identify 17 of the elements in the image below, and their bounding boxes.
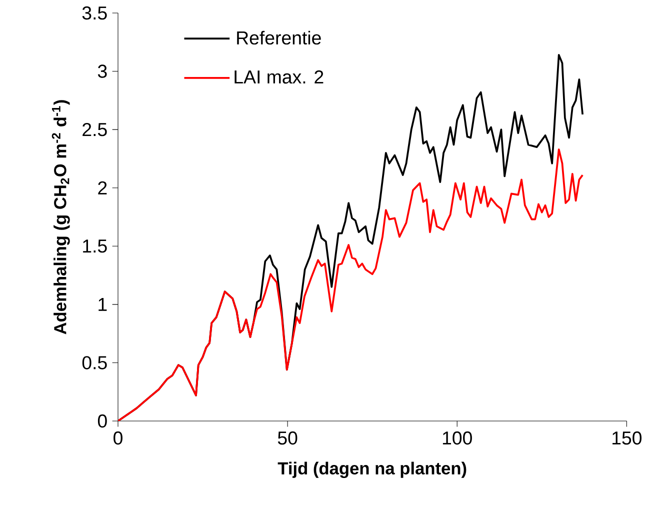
y-tick-label: 0.5 (82, 356, 107, 370)
legend-label: LAI max. 2 (234, 70, 324, 84)
y-tick-label: 3.5 (82, 6, 107, 20)
line-series (118, 148, 584, 421)
x-axis-title: Tijd (dagen na planten) (278, 462, 466, 478)
y-tick-label: 0 (98, 414, 107, 428)
y-tick-label: 1 (98, 298, 107, 311)
legend-label: Referentie (237, 30, 321, 45)
y-tick-label: 1.5 (83, 240, 107, 253)
x-tick-label: 100 (442, 431, 472, 445)
x-tick-label: 50 (278, 431, 298, 445)
y-tick-label: 2 (98, 181, 107, 194)
y-tick-label: 2.5 (82, 122, 107, 136)
y-axis-title: Ademhaling (g CH$_{2}$O m$^{-2}$ d$^{-1}$) (52, 100, 70, 334)
y-tick-label: 3 (98, 64, 107, 78)
x-tick-label: 150 (612, 431, 642, 445)
x-tick-label: 0 (114, 431, 122, 445)
